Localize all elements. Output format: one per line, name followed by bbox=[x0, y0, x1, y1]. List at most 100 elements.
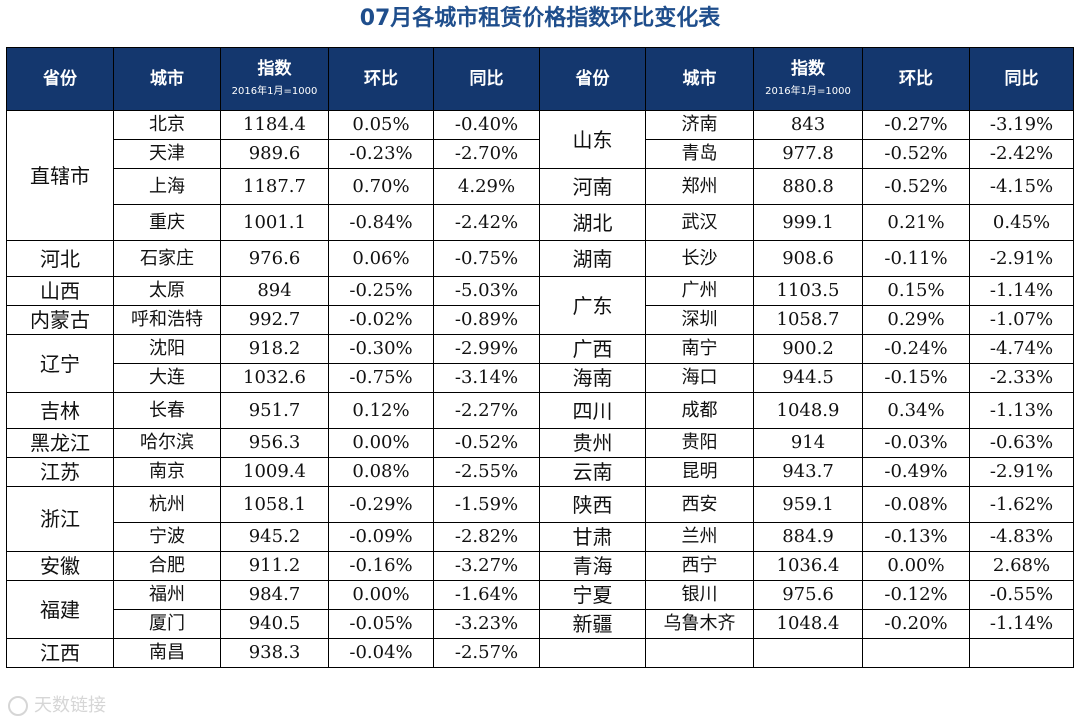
city-cell: 济南 bbox=[645, 110, 754, 140]
yoy-cell: -1.14% bbox=[969, 609, 1074, 639]
province-cell: 山东 bbox=[539, 110, 646, 169]
table-row: 直辖市 北京 1184.4 0.05% -0.40% 山东 济南 843 -0.… bbox=[6, 110, 1074, 241]
province-cell: 宁夏 bbox=[539, 580, 646, 610]
city-cell: 厦门 bbox=[113, 609, 221, 639]
yoy-cell: -1.14% bbox=[969, 276, 1074, 306]
city-cell: 西宁 bbox=[645, 551, 754, 581]
index-cell: 984.7 bbox=[220, 580, 329, 610]
index-cell: 959.1 bbox=[753, 486, 863, 523]
yoy-cell: -2.91% bbox=[969, 240, 1074, 277]
yoy-cell: -2.42% bbox=[433, 204, 540, 241]
mom-cell: 0.06% bbox=[328, 240, 434, 277]
table-row: 重庆 1001.1 -0.84% -2.42% 湖北 武汉 999.1 0.21… bbox=[7, 204, 1074, 241]
header-province-right: 省份 bbox=[539, 47, 646, 111]
index-cell: 1032.6 bbox=[220, 363, 329, 393]
mom-cell: 0.21% bbox=[862, 204, 970, 241]
city-cell: 杭州 bbox=[113, 486, 221, 523]
yoy-cell: -4.74% bbox=[969, 334, 1074, 364]
province-cell: 内蒙古 bbox=[6, 305, 114, 335]
index-cell: 977.8 bbox=[753, 139, 863, 169]
mom-cell: -0.27% bbox=[862, 110, 970, 140]
yoy-cell: -1.64% bbox=[433, 580, 540, 610]
province-cell: 甘肃 bbox=[539, 522, 646, 552]
index-cell: 1058.7 bbox=[753, 305, 863, 335]
province-cell: 广东 bbox=[539, 276, 646, 335]
city-cell: 南昌 bbox=[113, 638, 221, 668]
header-yoy-right: 同比 bbox=[969, 47, 1074, 111]
index-cell: 1048.4 bbox=[753, 609, 863, 639]
province-cell: 海南 bbox=[539, 363, 646, 393]
province-cell: 四川 bbox=[539, 392, 646, 429]
province-cell: 黑龙江 bbox=[6, 428, 114, 458]
yoy-cell: -0.52% bbox=[433, 428, 540, 458]
yoy-cell: -1.07% bbox=[969, 305, 1074, 335]
mom-cell: -0.30% bbox=[328, 334, 434, 364]
table-row: 天津 989.6 -0.23% -2.70% 青岛 977.8 -0.52% -… bbox=[7, 139, 1074, 169]
table-row: 吉林 长春 951.7 0.12% -2.27% 四川 成都 1048.9 0.… bbox=[6, 392, 1074, 429]
index-cell: 1001.1 bbox=[220, 204, 329, 241]
province-cell: 山西 bbox=[6, 276, 114, 306]
mom-cell: -0.16% bbox=[328, 551, 434, 581]
province-cell: 广西 bbox=[539, 334, 646, 364]
mom-cell: -0.04% bbox=[328, 638, 434, 668]
empty-cell bbox=[645, 638, 754, 668]
table-row: 浙江 杭州 1058.1 -0.29% -1.59% 陕西 西安 959.1 -… bbox=[6, 486, 1074, 552]
yoy-cell: -1.59% bbox=[433, 486, 540, 523]
city-cell: 兰州 bbox=[645, 522, 754, 552]
province-cell: 江西 bbox=[6, 638, 114, 668]
province-cell: 安徽 bbox=[6, 551, 114, 581]
mom-cell: -0.75% bbox=[328, 363, 434, 393]
empty-cell bbox=[539, 638, 646, 668]
mom-cell: 0.34% bbox=[862, 392, 970, 429]
mom-cell: -0.29% bbox=[328, 486, 434, 523]
city-cell: 贵阳 bbox=[645, 428, 754, 458]
empty-cell bbox=[753, 638, 863, 668]
city-cell: 大连 bbox=[113, 363, 221, 393]
header-city-right: 城市 bbox=[645, 47, 754, 111]
yoy-cell: -5.03% bbox=[433, 276, 540, 306]
yoy-cell: -2.91% bbox=[969, 457, 1074, 487]
index-cell: 1184.4 bbox=[220, 110, 329, 140]
mom-cell: 0.12% bbox=[328, 392, 434, 429]
city-cell: 深圳 bbox=[645, 305, 754, 335]
mom-cell: -0.20% bbox=[862, 609, 970, 639]
table-row: 黑龙江 哈尔滨 956.3 0.00% -0.52% 贵州 贵阳 914 -0.… bbox=[6, 428, 1074, 458]
index-cell: 908.6 bbox=[753, 240, 863, 277]
index-cell: 884.9 bbox=[753, 522, 863, 552]
province-cell: 吉林 bbox=[6, 392, 114, 429]
city-cell: 广州 bbox=[645, 276, 754, 306]
table-row: 山西 太原 894 -0.25% -5.03% 广东 广州 1103.5 0.1… bbox=[6, 276, 1074, 335]
city-cell: 银川 bbox=[645, 580, 754, 610]
index-cell: 1048.9 bbox=[753, 392, 863, 429]
mom-cell: -0.23% bbox=[328, 139, 434, 169]
province-cell: 陕西 bbox=[539, 486, 646, 523]
yoy-cell: -2.55% bbox=[433, 457, 540, 487]
index-cell: 914 bbox=[753, 428, 863, 458]
index-cell: 999.1 bbox=[753, 204, 863, 241]
mom-cell: 0.08% bbox=[328, 457, 434, 487]
index-cell: 951.7 bbox=[220, 392, 329, 429]
city-cell: 呼和浩特 bbox=[113, 305, 221, 335]
mom-cell: -0.02% bbox=[328, 305, 434, 335]
city-cell: 沈阳 bbox=[113, 334, 221, 364]
table-row: 江苏 南京 1009.4 0.08% -2.55% 云南 昆明 943.7 -0… bbox=[6, 457, 1074, 487]
city-cell: 长春 bbox=[113, 392, 221, 429]
city-cell: 昆明 bbox=[645, 457, 754, 487]
yoy-cell: -3.19% bbox=[969, 110, 1074, 140]
yoy-cell: -3.27% bbox=[433, 551, 540, 581]
yoy-cell: -1.62% bbox=[969, 486, 1074, 523]
city-cell: 南宁 bbox=[645, 334, 754, 364]
page-title: 07月各城市租赁价格指数环比变化表 bbox=[359, 6, 721, 31]
index-cell: 918.2 bbox=[220, 334, 329, 364]
yoy-cell: -2.33% bbox=[969, 363, 1074, 393]
yoy-cell: -0.55% bbox=[969, 580, 1074, 610]
mom-cell: -0.08% bbox=[862, 486, 970, 523]
province-cell: 浙江 bbox=[6, 486, 114, 552]
table-row: 大连 1032.6 -0.75% -3.14% 海南 海口 944.5 -0.1… bbox=[7, 363, 1074, 393]
index-cell: 975.6 bbox=[753, 580, 863, 610]
province-cell: 福建 bbox=[6, 580, 114, 639]
mom-cell: -0.12% bbox=[862, 580, 970, 610]
province-cell: 辽宁 bbox=[6, 334, 114, 393]
table-row: 内蒙古 呼和浩特 992.7 -0.02% -0.89% 深圳 1058.7 0… bbox=[6, 305, 1074, 335]
city-cell: 太原 bbox=[113, 276, 221, 306]
